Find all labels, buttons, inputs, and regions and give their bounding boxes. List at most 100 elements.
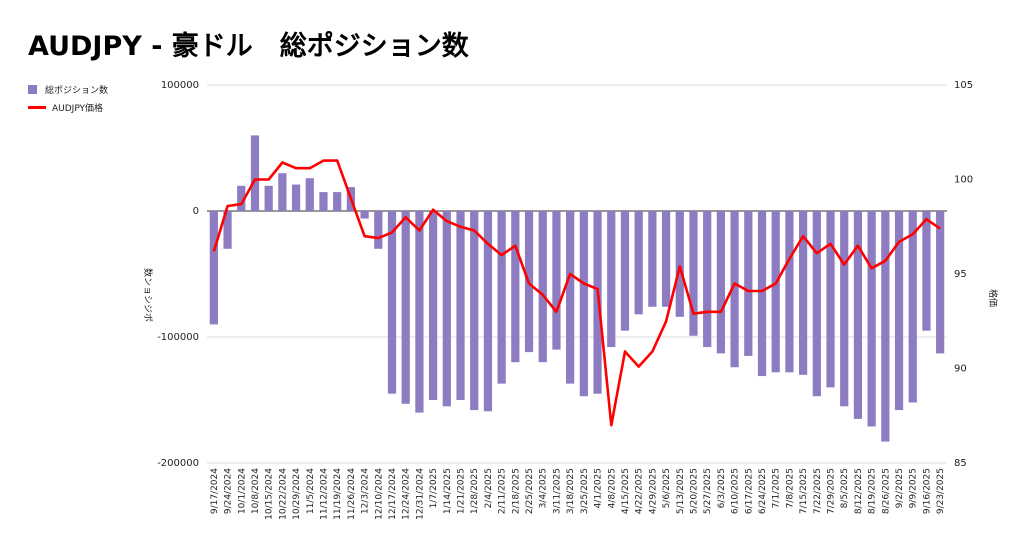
bar: [812, 211, 821, 397]
x-tick-label: 2/25/2025: [525, 468, 535, 514]
bar: [223, 211, 232, 249]
bar: [209, 211, 218, 325]
bar: [497, 211, 506, 384]
x-tick-label: 11/5/2024: [306, 468, 316, 514]
left-tick-label: 0: [193, 206, 199, 217]
x-tick-label: 6/24/2025: [758, 468, 768, 514]
bar: [538, 211, 547, 363]
legend-item-price[interactable]: AUDJPY価格: [28, 98, 108, 116]
x-tick-label: 10/1/2024: [237, 468, 247, 514]
x-tick-label: 5/27/2025: [703, 468, 713, 514]
legend-swatch-bar: [28, 84, 37, 94]
x-tick-label: 10/29/2024: [292, 468, 302, 520]
x-tick-label: 1/7/2025: [429, 468, 439, 508]
x-tick-label: 5/20/2025: [689, 468, 699, 514]
x-tick-label: 8/26/2025: [881, 468, 891, 514]
x-tick-label: 7/22/2025: [813, 468, 823, 514]
legend: 総ポジション数 AUDJPY価格: [28, 80, 108, 116]
x-tick-label: 12/31/2024: [415, 468, 425, 520]
bar: [620, 211, 630, 331]
price-line: [212, 159, 941, 427]
x-tick-label: 8/12/2025: [854, 468, 864, 514]
bar: [250, 135, 260, 211]
x-tick-label: 11/12/2024: [319, 468, 329, 520]
bar: [689, 211, 698, 336]
x-tick-label: 1/14/2025: [443, 468, 453, 514]
x-tick-label: 4/1/2025: [594, 468, 604, 508]
x-tick-label: 10/22/2024: [278, 468, 288, 520]
x-tick-label: 7/8/2025: [785, 468, 795, 508]
x-tick-label: 12/3/2024: [361, 468, 371, 514]
bar: [894, 211, 904, 411]
right-axis-title: 格価: [987, 289, 999, 307]
bar: [785, 211, 794, 373]
bar: [305, 178, 314, 211]
right-tick-label: 95: [954, 269, 967, 280]
x-tick-label: 10/15/2024: [265, 468, 275, 520]
x-tick-label: 9/24/2024: [224, 468, 234, 514]
x-tick-label: 2/4/2025: [484, 468, 494, 508]
bar: [922, 211, 931, 331]
x-tick-label: 7/29/2025: [827, 468, 837, 514]
left-tick-label: -200000: [157, 458, 199, 469]
x-tick-label: 9/2/2025: [895, 468, 905, 508]
bar: [415, 211, 424, 413]
x-tick-label: 7/15/2025: [799, 468, 809, 514]
x-tick-label: 6/3/2025: [717, 468, 727, 508]
x-tick-label: 8/19/2025: [868, 468, 878, 514]
bar: [661, 211, 671, 307]
x-tick-label: 9/16/2025: [922, 468, 932, 514]
bar: [291, 184, 301, 211]
bar: [360, 211, 369, 219]
x-tick-label: 6/17/2025: [744, 468, 754, 514]
x-tick-label: 1/28/2025: [470, 468, 480, 514]
x-tick-label: 12/10/2024: [374, 468, 384, 520]
legend-item-positions[interactable]: 総ポジション数: [28, 80, 108, 98]
bar: [757, 211, 767, 377]
x-tick-label: 9/17/2024: [210, 468, 220, 514]
bar: [634, 211, 643, 315]
x-tick-label: 6/10/2025: [731, 468, 741, 514]
x-tick-label: 4/8/2025: [607, 468, 617, 508]
x-tick-label: 3/4/2025: [539, 468, 549, 508]
right-tick-label: 105: [954, 80, 973, 91]
bar: [511, 211, 520, 363]
x-tick-label: 4/22/2025: [635, 468, 645, 514]
bar: [374, 211, 383, 249]
x-tick-label: 2/11/2025: [498, 468, 508, 514]
x-tick-label: 12/17/2024: [388, 468, 398, 520]
bar: [799, 211, 808, 375]
bar: [881, 211, 890, 442]
x-tick-label: 9/9/2025: [909, 468, 919, 508]
legend-swatch-line: [28, 105, 46, 109]
x-tick-label: 2/18/2025: [511, 468, 521, 514]
bar: [456, 211, 465, 400]
left-tick-label: -100000: [157, 332, 199, 343]
bar: [579, 211, 588, 397]
x-tick-label: 10/8/2024: [251, 468, 261, 514]
bar: [264, 185, 273, 211]
x-tick-label: 3/25/2025: [580, 468, 590, 514]
bar: [716, 211, 725, 354]
x-tick-label: 8/5/2025: [840, 468, 850, 508]
bar: [566, 211, 575, 384]
bar: [867, 211, 876, 427]
x-tick-label: 11/26/2024: [347, 468, 357, 520]
bar: [470, 211, 479, 411]
legend-label-positions: 総ポジション数: [45, 85, 109, 96]
bar: [826, 211, 835, 388]
x-tick-label: 12/24/2024: [402, 468, 412, 520]
bar: [593, 211, 602, 394]
bar: [936, 211, 945, 354]
left-axis-title: 数ンョシジポ: [142, 268, 154, 322]
bar: [429, 211, 438, 400]
chart-title: AUDJPY - 豪ドル 総ポジション数: [28, 31, 469, 62]
bar: [771, 211, 780, 373]
x-tick-label: 11/19/2024: [333, 468, 343, 520]
x-tick-label: 3/18/2025: [566, 468, 576, 514]
bar: [853, 211, 863, 419]
bar: [237, 185, 246, 211]
right-tick-label: 90: [954, 364, 967, 375]
x-tick-label: 1/21/2025: [457, 468, 467, 514]
